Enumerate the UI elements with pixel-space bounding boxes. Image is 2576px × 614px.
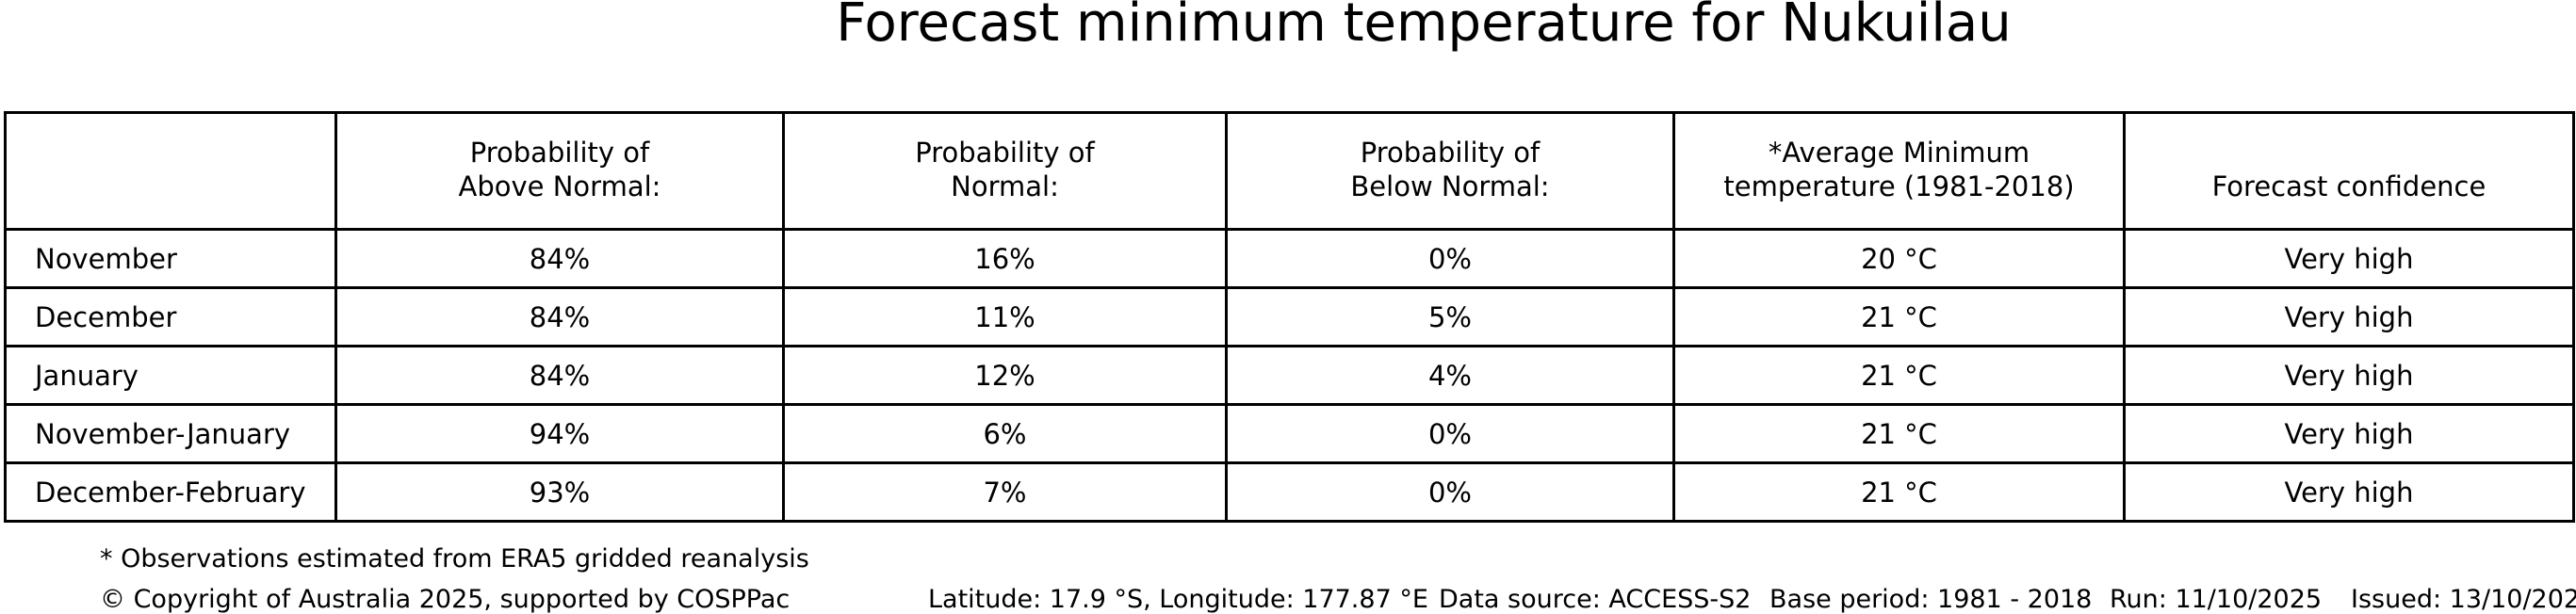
- avg-min-temp-cell: 21 °C: [1672, 403, 2126, 464]
- above-normal-cell: 94%: [334, 403, 785, 464]
- avg-min-temp-cell: 20 °C: [1672, 228, 2126, 289]
- below-normal-cell: 0%: [1225, 461, 1675, 523]
- header-above-normal: Probability of Above Normal:: [334, 111, 785, 231]
- run-date-text: Run: 11/10/2025: [2110, 585, 2323, 614]
- confidence-cell: Very high: [2123, 228, 2575, 289]
- copyright-text: © Copyright of Australia 2025, supported…: [100, 585, 791, 614]
- normal-cell: 7%: [782, 461, 1228, 523]
- avg-min-temp-cell: 21 °C: [1672, 345, 2126, 406]
- header-avg-min-temp: *Average Minimum temperature (1981-2018): [1672, 111, 2126, 231]
- table-row: January 84% 12% 4% 21 °C Very high: [4, 345, 2575, 406]
- table-row: November 84% 16% 0% 20 °C Very high: [4, 228, 2575, 289]
- row-label-cell: December: [4, 286, 337, 347]
- table-header-row: Probability of Above Normal: Probability…: [4, 111, 2575, 231]
- base-period-text: Base period: 1981 - 2018: [1769, 585, 2093, 614]
- below-normal-cell: 4%: [1225, 345, 1675, 406]
- row-label-cell: November: [4, 228, 337, 289]
- header-below-normal: Probability of Below Normal:: [1225, 111, 1675, 231]
- table-row: December 84% 11% 5% 21 °C Very high: [4, 286, 2575, 347]
- row-label-cell: January: [4, 345, 337, 406]
- above-normal-cell: 93%: [334, 461, 785, 523]
- header-normal: Probability of Normal:: [782, 111, 1228, 231]
- empty-corner-cell: [4, 111, 337, 231]
- below-normal-cell: 5%: [1225, 286, 1675, 347]
- normal-cell: 11%: [782, 286, 1228, 347]
- above-normal-cell: 84%: [334, 345, 785, 406]
- below-normal-cell: 0%: [1225, 403, 1675, 464]
- below-normal-cell: 0%: [1225, 228, 1675, 289]
- era5-footnote: * Observations estimated from ERA5 gridd…: [100, 544, 809, 574]
- above-normal-cell: 84%: [334, 286, 785, 347]
- issued-date-text: Issued: 13/10/2025: [2351, 585, 2576, 614]
- table-row: November-January 94% 6% 0% 21 °C Very hi…: [4, 403, 2575, 464]
- row-label-cell: November-January: [4, 403, 337, 464]
- avg-min-temp-cell: 21 °C: [1672, 286, 2126, 347]
- data-source-text: Data source: ACCESS-S2: [1439, 585, 1752, 614]
- confidence-cell: Very high: [2123, 403, 2575, 464]
- confidence-cell: Very high: [2123, 345, 2575, 406]
- forecast-table: Probability of Above Normal: Probability…: [4, 111, 2575, 523]
- normal-cell: 6%: [782, 403, 1228, 464]
- page-title: Forecast minimum temperature for Nukuila…: [836, 0, 2012, 54]
- confidence-cell: Very high: [2123, 461, 2575, 523]
- confidence-cell: Very high: [2123, 286, 2575, 347]
- row-label-cell: December-February: [4, 461, 337, 523]
- above-normal-cell: 84%: [334, 228, 785, 289]
- avg-min-temp-cell: 21 °C: [1672, 461, 2126, 523]
- normal-cell: 16%: [782, 228, 1228, 289]
- header-forecast-confidence: Forecast confidence: [2123, 111, 2575, 231]
- normal-cell: 12%: [782, 345, 1228, 406]
- lat-long-text: Latitude: 17.9 °S, Longitude: 177.87 °E: [928, 585, 1428, 614]
- table-row: December-February 93% 7% 0% 21 °C Very h…: [4, 461, 2575, 523]
